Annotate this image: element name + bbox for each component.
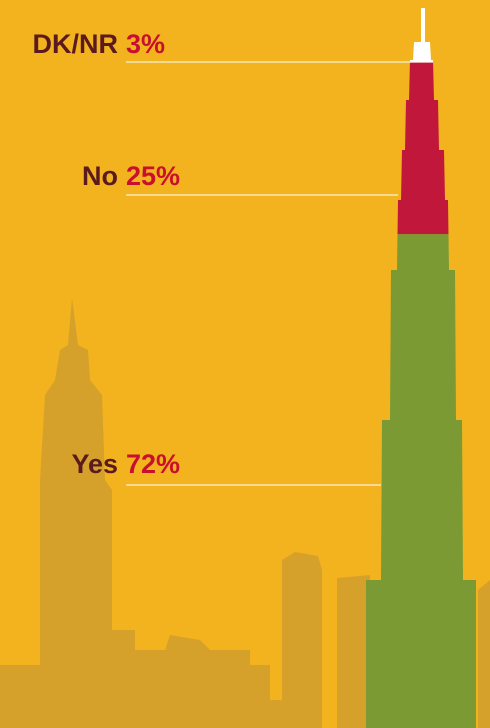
labels: DK/NR 3% No 25% Yes 72% xyxy=(33,29,412,486)
skyline xyxy=(0,298,490,728)
value-label: 25% xyxy=(126,161,180,191)
category-label: No xyxy=(82,161,118,191)
category-label: Yes xyxy=(71,449,118,479)
value-label: 72% xyxy=(126,449,180,479)
value-label: 3% xyxy=(126,29,165,59)
category-label: DK/NR xyxy=(33,29,119,59)
